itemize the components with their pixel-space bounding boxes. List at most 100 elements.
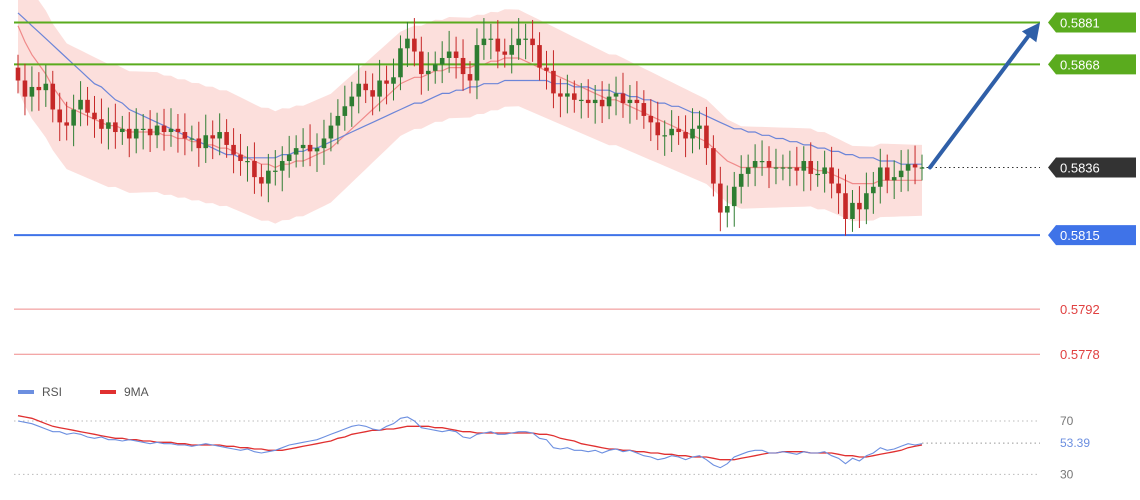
candle-body: [857, 202, 862, 210]
candle: [231, 128, 236, 174]
candle-body: [683, 132, 688, 139]
level-label-support-3: 0.5778: [1060, 347, 1100, 362]
rsi-tick-label-30: 30: [1060, 467, 1074, 481]
candle: [147, 110, 153, 152]
candle: [801, 146, 807, 192]
candle: [648, 99, 654, 142]
rsi-legend-swatch-0: [18, 390, 34, 394]
candle-body: [321, 138, 327, 149]
candle: [905, 149, 911, 192]
candle: [780, 154, 786, 181]
candle: [578, 83, 584, 119]
candle: [64, 101, 69, 141]
candle-body: [231, 144, 236, 155]
arrow-shaft: [928, 26, 1036, 170]
candle: [252, 142, 257, 194]
candle: [314, 133, 320, 172]
candle: [460, 39, 466, 91]
candle: [724, 185, 730, 228]
level-tag-current: [1048, 157, 1136, 178]
candle-body: [843, 193, 848, 219]
candle-body: [425, 70, 431, 75]
candle-body: [356, 83, 362, 97]
candle-body: [126, 128, 132, 139]
candle-body: [182, 132, 188, 139]
arrow-head: [1021, 22, 1040, 43]
candle: [537, 32, 542, 81]
candle-body: [864, 193, 869, 210]
candle: [752, 144, 758, 187]
band-area: [18, 0, 922, 224]
candle-body: [22, 80, 28, 97]
candle: [446, 30, 452, 73]
candle-body: [912, 164, 918, 168]
candle: [321, 119, 327, 165]
candle-body: [168, 128, 174, 133]
candle-body: [259, 177, 264, 184]
candle: [669, 110, 674, 152]
rsi-legend-swatch-1: [100, 390, 116, 394]
level-label-support-1: 0.5815: [1060, 228, 1100, 243]
candle: [697, 110, 702, 150]
candle-body: [467, 74, 473, 81]
candle: [815, 161, 820, 187]
candle-body: [328, 125, 334, 139]
candle: [133, 108, 139, 154]
candle-body: [266, 170, 271, 184]
candle: [377, 59, 382, 112]
candle-body: [460, 57, 466, 75]
candle: [279, 146, 285, 192]
candle: [773, 148, 779, 185]
candle: [523, 23, 528, 60]
candle-body: [822, 167, 827, 174]
candle: [627, 85, 633, 124]
candle-body: [342, 106, 348, 116]
candle: [599, 81, 605, 124]
candle: [57, 92, 63, 142]
candle-body: [252, 161, 257, 178]
candle-body: [578, 99, 584, 102]
candle-body: [377, 80, 382, 97]
candle-body: [690, 128, 695, 139]
candle-body: [544, 67, 549, 71]
candle-body: [551, 70, 556, 94]
candle: [217, 113, 222, 156]
candle-body: [627, 99, 633, 104]
level-tag-support-1: [1048, 225, 1136, 246]
candle-body: [676, 128, 681, 133]
rsi-line: [17, 416, 923, 469]
candle: [544, 50, 549, 90]
candle: [286, 135, 292, 178]
candle-body: [78, 99, 83, 110]
candle-body: [57, 109, 63, 123]
candle-body: [829, 167, 834, 184]
candle-body: [718, 183, 723, 213]
candle-body: [210, 135, 216, 139]
candle-body: [850, 202, 855, 219]
candle-body: [704, 125, 709, 149]
candle-body: [815, 173, 820, 176]
candle: [175, 114, 181, 153]
candle: [405, 21, 410, 67]
candle: [99, 98, 104, 144]
candle: [356, 65, 362, 114]
candle: [370, 73, 375, 116]
candle-body: [752, 161, 758, 168]
candle: [745, 154, 751, 187]
candle-body: [509, 45, 515, 55]
candle-body: [370, 90, 375, 97]
candle-body: [293, 148, 299, 155]
candle-body: [766, 161, 772, 168]
candle-body: [634, 99, 640, 104]
candle-body: [453, 51, 459, 58]
rsi-tick-label-70: 70: [1060, 414, 1074, 428]
candle: [398, 35, 403, 91]
candle: [690, 108, 695, 154]
candle: [71, 94, 76, 147]
candle-body: [224, 132, 229, 145]
candle: [738, 155, 744, 204]
price-levels: [14, 21, 1040, 355]
candle-body: [432, 64, 438, 71]
candle: [766, 146, 772, 189]
